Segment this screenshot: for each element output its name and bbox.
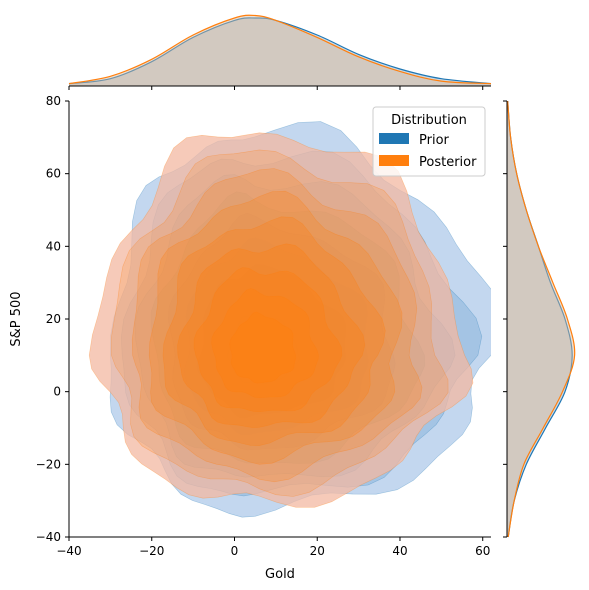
- x-tick-label: 40: [392, 544, 407, 558]
- posterior-contour-level-4: [148, 190, 403, 465]
- y-tick-label: 60: [46, 167, 61, 181]
- posterior-contour-level-1: [88, 132, 474, 508]
- x-axis-ticks: −40 −20 0 20 40 60: [56, 537, 490, 558]
- legend-swatch-prior: [379, 133, 409, 144]
- y-axis-label: S&P 500: [9, 291, 24, 346]
- x-tick-label: 20: [310, 544, 325, 558]
- legend-swatch-posterior: [379, 155, 409, 166]
- posterior-contour-level-8: [211, 288, 319, 399]
- marginal-x-posterior-line: [68, 14, 492, 85]
- posterior-contour-level-2: [111, 149, 449, 497]
- y-axis-ticks: −40 −20 0 20 40 60 80: [36, 94, 69, 544]
- legend: Distribution Prior Posterior: [372, 106, 486, 177]
- posterior-contour-level-6: [177, 243, 366, 428]
- x-tick-label: −40: [56, 544, 81, 558]
- marginal-x-prior-area: [69, 17, 491, 86]
- marginal-y-plot: [503, 100, 576, 538]
- posterior-contours: [88, 132, 474, 508]
- marginal-y-prior-area: [507, 101, 573, 537]
- legend-label-prior: Prior: [419, 133, 450, 148]
- marginal-x-prior-line: [68, 17, 492, 85]
- posterior-contour-level-7: [193, 267, 343, 413]
- marginal-y-posterior-area: [507, 101, 575, 537]
- y-tick-label: 20: [46, 312, 61, 326]
- legend-title: Distribution: [391, 113, 467, 128]
- x-tick-label: 60: [475, 544, 490, 558]
- y-tick-label: −40: [36, 530, 61, 544]
- posterior-contour-level-3: [131, 168, 423, 483]
- x-tick-label: 0: [231, 544, 239, 558]
- x-tick-label: −20: [139, 544, 164, 558]
- marginal-x-plot: [68, 14, 492, 90]
- x-axis-label: Gold: [265, 567, 295, 582]
- marginal-x-posterior-area: [69, 15, 491, 87]
- legend-label-posterior: Posterior: [419, 155, 477, 170]
- posterior-contour-level-9: [229, 311, 297, 384]
- joint-plot-area: [88, 121, 491, 518]
- marginal-y-posterior-line: [507, 100, 576, 538]
- posterior-contour-level-5: [162, 216, 386, 446]
- y-tick-label: −20: [36, 457, 61, 471]
- y-tick-label: 0: [53, 385, 61, 399]
- y-tick-label: 40: [46, 239, 61, 253]
- y-tick-label: 80: [46, 94, 61, 108]
